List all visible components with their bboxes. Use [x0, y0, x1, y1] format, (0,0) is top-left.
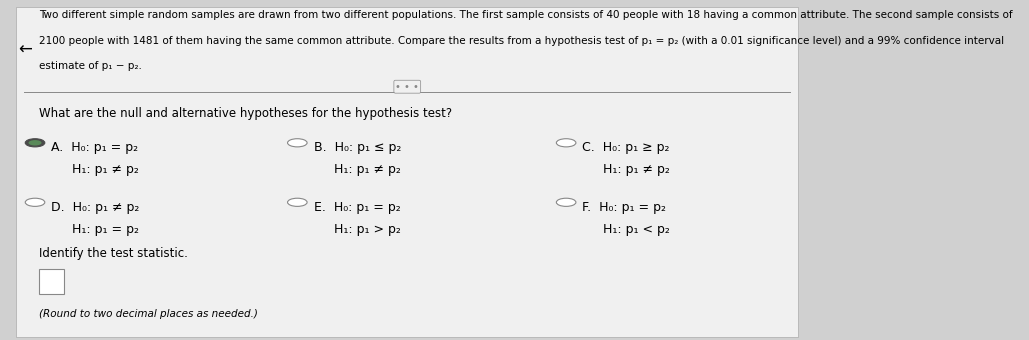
Text: C.  H₀: p₁ ≥ p₂: C. H₀: p₁ ≥ p₂	[582, 141, 670, 154]
Text: H₁: p₁ ≠ p₂: H₁: p₁ ≠ p₂	[603, 163, 670, 176]
Circle shape	[557, 139, 576, 147]
Circle shape	[557, 198, 576, 206]
Text: What are the null and alternative hypotheses for the hypothesis test?: What are the null and alternative hypoth…	[39, 107, 452, 120]
Text: H₁: p₁ = p₂: H₁: p₁ = p₂	[72, 223, 139, 236]
Text: (Round to two decimal places as needed.): (Round to two decimal places as needed.)	[39, 309, 258, 319]
Circle shape	[29, 140, 41, 146]
Circle shape	[287, 198, 307, 206]
FancyBboxPatch shape	[39, 269, 64, 294]
Text: • • •: • • •	[395, 82, 419, 92]
Text: D.  H₀: p₁ ≠ p₂: D. H₀: p₁ ≠ p₂	[51, 201, 140, 214]
Circle shape	[287, 139, 307, 147]
Text: ←: ←	[17, 41, 32, 59]
Text: B.  H₀: p₁ ≤ p₂: B. H₀: p₁ ≤ p₂	[314, 141, 401, 154]
Text: H₁: p₁ > p₂: H₁: p₁ > p₂	[334, 223, 401, 236]
Text: H₁: p₁ ≠ p₂: H₁: p₁ ≠ p₂	[334, 163, 401, 176]
Text: F.  H₀: p₁ = p₂: F. H₀: p₁ = p₂	[582, 201, 667, 214]
Text: A.  H₀: p₁ = p₂: A. H₀: p₁ = p₂	[51, 141, 139, 154]
Text: H₁: p₁ ≠ p₂: H₁: p₁ ≠ p₂	[72, 163, 139, 176]
Circle shape	[26, 139, 45, 147]
FancyBboxPatch shape	[16, 7, 799, 337]
Text: estimate of p₁ − p₂.: estimate of p₁ − p₂.	[39, 61, 142, 71]
Text: E.  H₀: p₁ = p₂: E. H₀: p₁ = p₂	[314, 201, 400, 214]
Text: H₁: p₁ < p₂: H₁: p₁ < p₂	[603, 223, 670, 236]
Text: 2100 people with 1481 of them having the same common attribute. Compare the resu: 2100 people with 1481 of them having the…	[39, 36, 1004, 46]
Text: Identify the test statistic.: Identify the test statistic.	[39, 246, 188, 259]
Text: Two different simple random samples are drawn from two different populations. Th: Two different simple random samples are …	[39, 10, 1013, 20]
Circle shape	[26, 198, 45, 206]
